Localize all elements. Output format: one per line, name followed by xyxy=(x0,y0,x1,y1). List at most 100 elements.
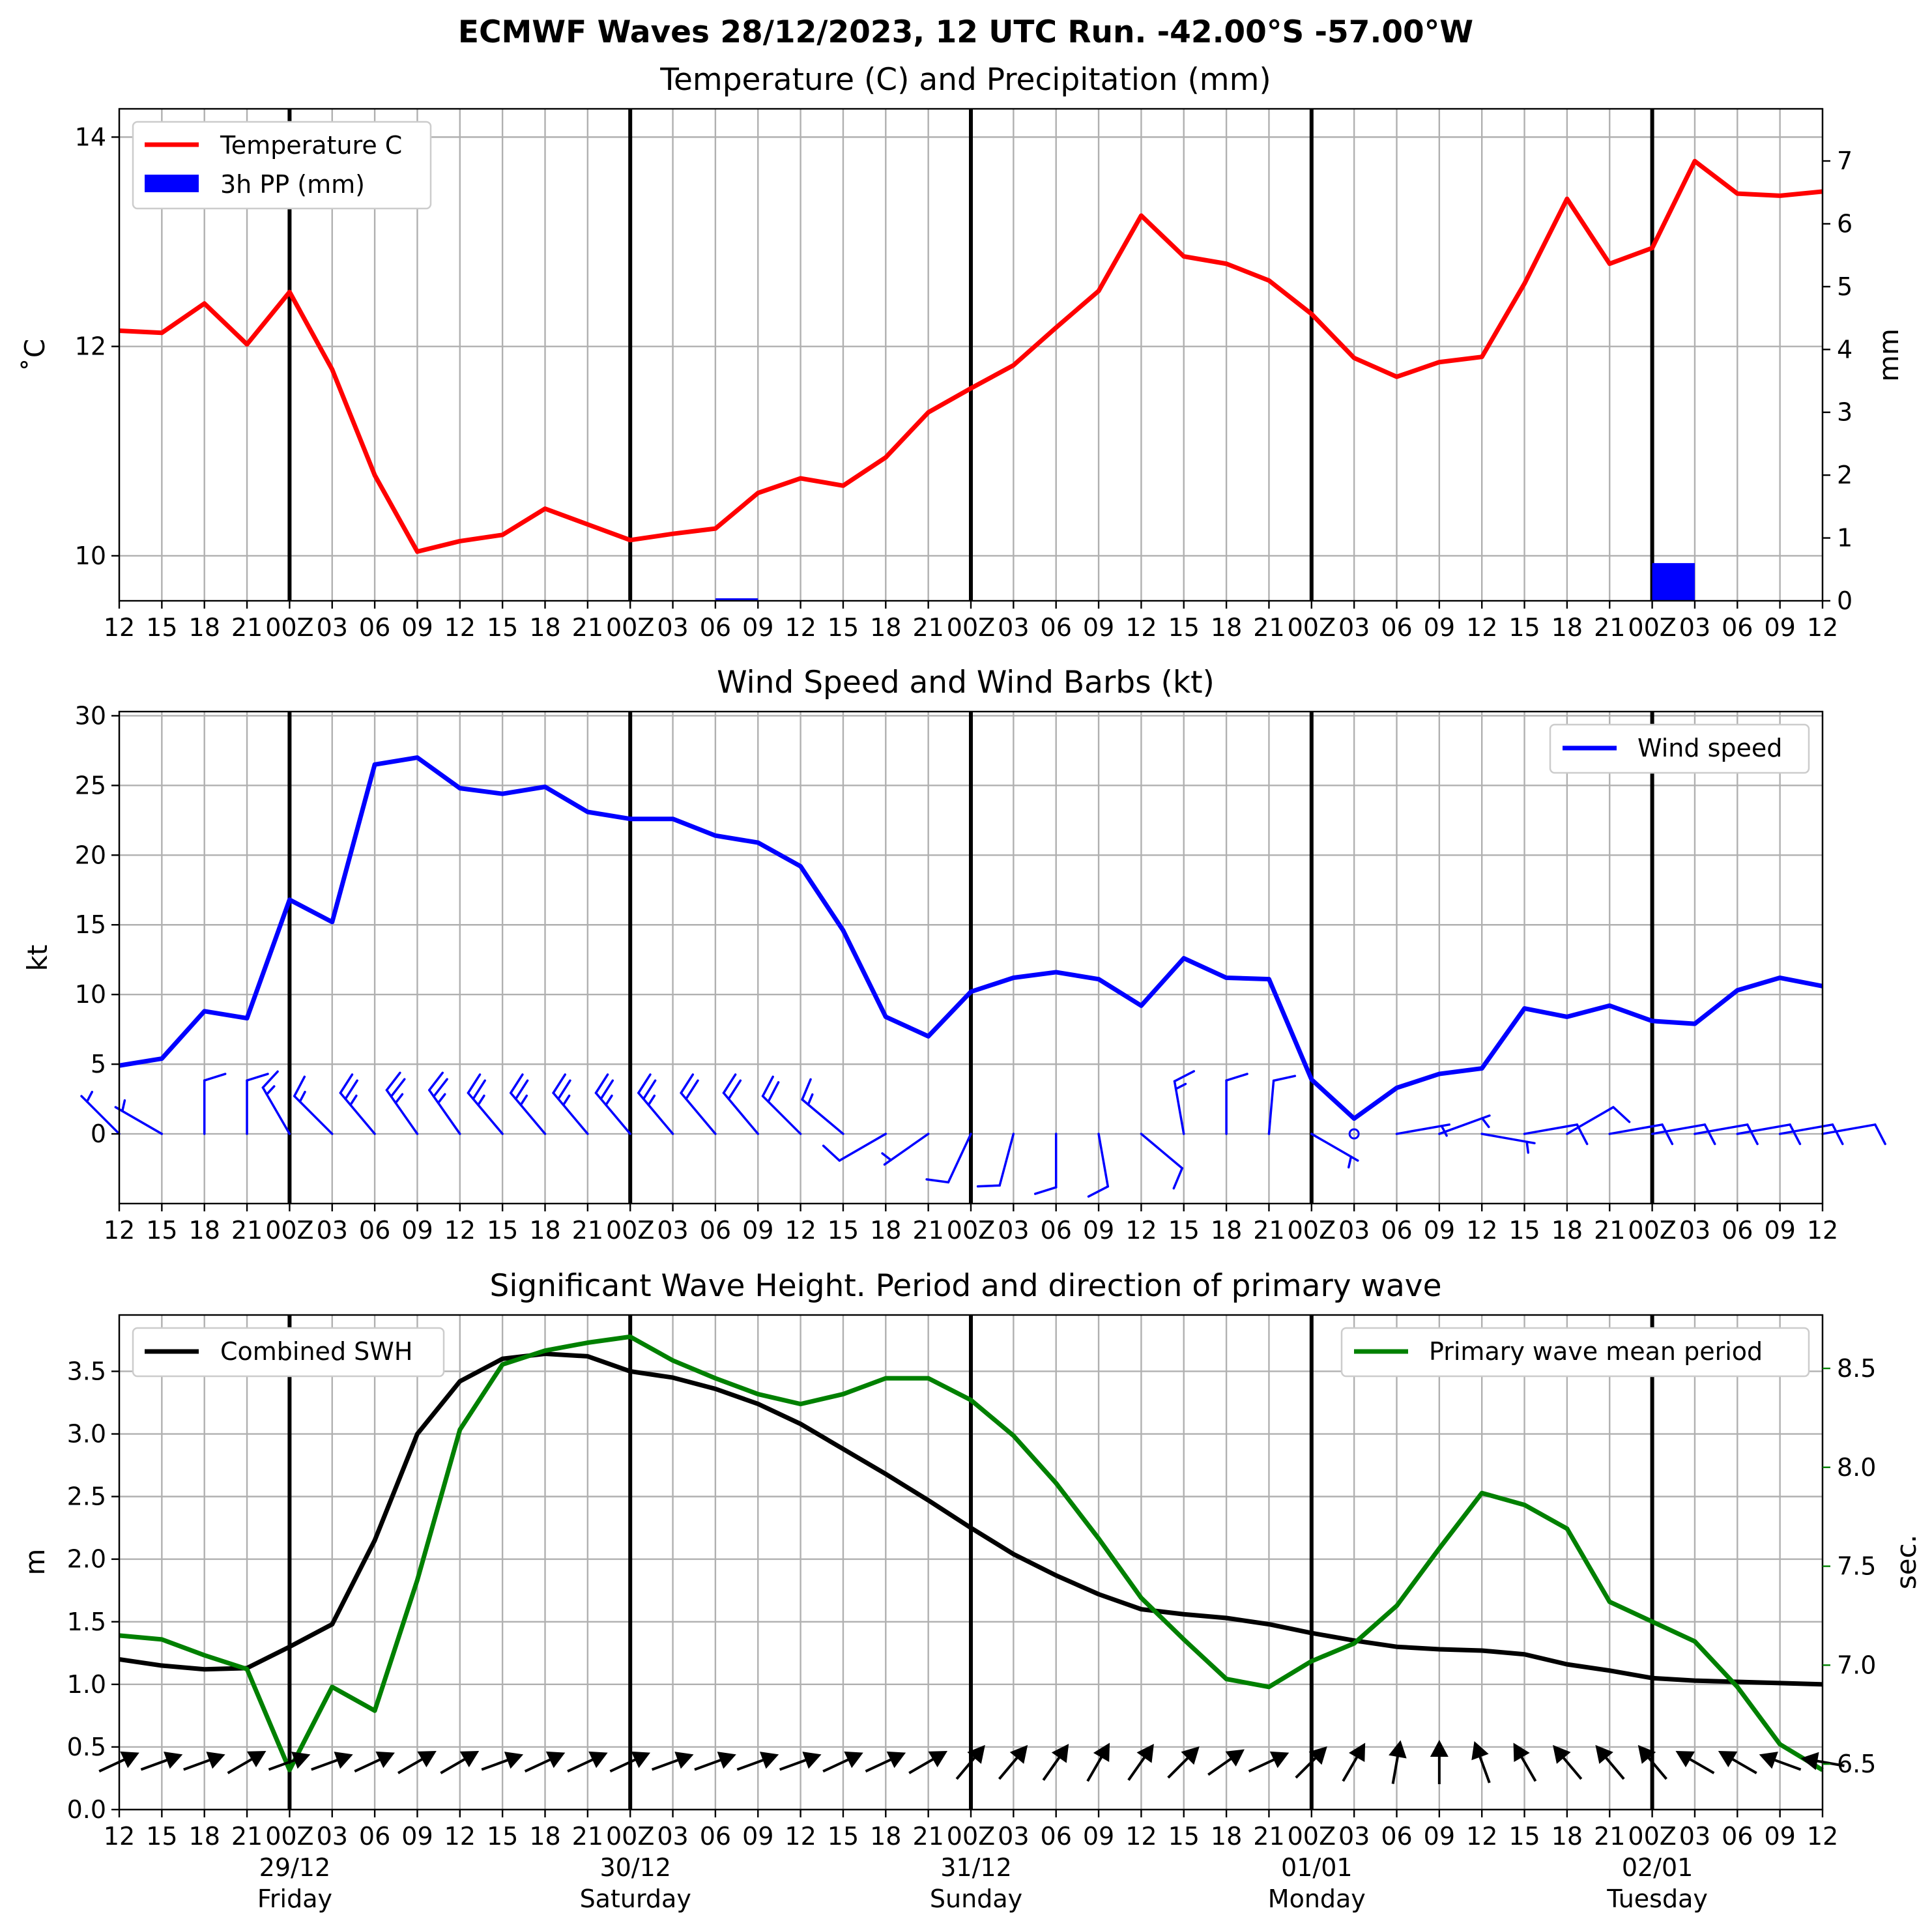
date-labels: 29/12 Friday 30/12 Saturday 31/12 Sunday 01/01… xyxy=(257,1853,1708,1913)
wind-barb-full xyxy=(344,1079,358,1101)
wave-arrow-head xyxy=(1349,1742,1366,1763)
y2tick-label: 8.5 xyxy=(1837,1354,1876,1383)
xtick-label: 18 xyxy=(1211,613,1242,642)
xtick-label: 12 xyxy=(444,1216,476,1245)
xtick-label: 03 xyxy=(317,613,348,642)
wind-barb-calm xyxy=(1348,1128,1360,1140)
wind-barb-full xyxy=(599,1079,614,1101)
legend-swh-label: Combined SWH xyxy=(220,1337,412,1366)
wave-arrow-head xyxy=(844,1751,863,1769)
wind-barb-full xyxy=(680,1073,695,1094)
y2tick-label: 5 xyxy=(1837,272,1853,301)
wind-barb-shaft xyxy=(1694,1123,1749,1135)
xtick-label: 03 xyxy=(1679,1822,1710,1851)
wave-arrow-head xyxy=(631,1751,651,1769)
wind-barb-full xyxy=(1087,1185,1110,1198)
xtick-label: 06 xyxy=(1041,1822,1072,1851)
xtick-label: 00Z xyxy=(606,1822,654,1851)
xtick-label: 18 xyxy=(189,613,220,642)
wind-barb-full xyxy=(1831,1123,1844,1146)
wind-barb-full xyxy=(390,1078,406,1098)
xtick-label: 18 xyxy=(1211,1822,1242,1851)
legend-period-label: Primary wave mean period xyxy=(1429,1337,1763,1366)
xtick-label: 06 xyxy=(359,1216,390,1245)
xtick-label: 18 xyxy=(1211,1216,1242,1245)
wind-barb-full xyxy=(428,1071,444,1091)
xtick-label: 15 xyxy=(1508,1822,1540,1851)
xtick-label: 15 xyxy=(828,613,859,642)
xtick-label: 18 xyxy=(870,613,901,642)
ytick-label: 10 xyxy=(75,980,106,1009)
y2tick-label: 2 xyxy=(1837,461,1853,489)
wind-barb-shaft xyxy=(1651,1123,1707,1135)
xtick-label: 06 xyxy=(1041,1216,1072,1245)
xtick-label: 03 xyxy=(657,1822,688,1851)
precip-bar xyxy=(715,598,758,601)
xtick-label: 18 xyxy=(189,1822,220,1851)
xtick-label: 18 xyxy=(189,1216,220,1245)
wind-barb-full xyxy=(767,1081,780,1103)
wind-barb-full xyxy=(246,1073,269,1082)
wind-barb-shaft xyxy=(838,1133,887,1162)
y2tick-label: 4 xyxy=(1837,335,1853,364)
xtick-label: 00Z xyxy=(1628,613,1676,642)
xtick-label: 21 xyxy=(1253,1216,1284,1245)
wind-barb-half xyxy=(562,1094,571,1106)
legend-precip-swatch xyxy=(145,175,199,192)
xtick-label: 15 xyxy=(1168,613,1200,642)
xtick-label: 15 xyxy=(1168,1216,1200,1245)
wave-arrow-head xyxy=(334,1752,353,1769)
wind-speed-line xyxy=(119,755,1823,1121)
temperature-day-lines xyxy=(287,109,1654,601)
xtick-label: 15 xyxy=(487,1216,518,1245)
xtick-label: 12 xyxy=(1466,613,1497,642)
precip-ylabel: mm xyxy=(1873,328,1905,382)
xtick-label: 06 xyxy=(1381,1822,1412,1851)
xtick-label: 09 xyxy=(742,1216,773,1245)
xtick-label: 18 xyxy=(529,1822,560,1851)
ytick-label: 3.5 xyxy=(67,1357,106,1385)
xtick-label: 06 xyxy=(700,1216,731,1245)
wind-barb-shaft xyxy=(1140,1133,1183,1170)
period-ylabel: sec. xyxy=(1890,1535,1922,1589)
ytick-label: 25 xyxy=(75,771,106,800)
wind-barb-full xyxy=(685,1079,699,1101)
weekday-label: Monday xyxy=(1268,1885,1366,1913)
xtick-label: 06 xyxy=(1722,1822,1753,1851)
ytick-label: 3.0 xyxy=(67,1420,106,1449)
wind-panel: Wind Speed and Wind Barbs (kt) 0 5 10 15 20 2… xyxy=(22,665,1886,1245)
wind-barb-full xyxy=(1225,1073,1248,1082)
wind-barb-shaft xyxy=(1097,1133,1110,1188)
wave-arrow-head xyxy=(1051,1744,1069,1763)
xtick-label: 00Z xyxy=(265,613,313,642)
xtick-label: 03 xyxy=(998,1822,1029,1851)
xtick-label: 00Z xyxy=(265,1822,313,1851)
xtick-label: 09 xyxy=(1083,1216,1114,1245)
wave-arrow-head xyxy=(1675,1750,1695,1768)
wind-barb-full xyxy=(722,1073,737,1094)
wind-barb-full xyxy=(510,1073,524,1094)
temperature-xticks: 12 15 18 21 00Z 03 06 09 12 15 18 21 00Z 03 06 09 12 15 18… xyxy=(104,601,1838,642)
wind-barb-full xyxy=(822,1144,841,1162)
legend-wind-label: Wind speed xyxy=(1637,734,1782,762)
wave-direction-arrows xyxy=(98,1739,1845,1784)
xtick-label: 03 xyxy=(998,613,1029,642)
xtick-label: 12 xyxy=(785,1216,816,1245)
date-label: 30/12 xyxy=(599,1853,671,1882)
xtick-label: 06 xyxy=(1381,1216,1412,1245)
xtick-label: 18 xyxy=(1551,613,1583,642)
wind-barb-shaft xyxy=(1778,1123,1834,1135)
xtick-label: 03 xyxy=(657,1216,688,1245)
xtick-label: 09 xyxy=(1424,1822,1455,1851)
xtick-label: 09 xyxy=(742,1822,773,1851)
xtick-label: 21 xyxy=(1253,1822,1284,1851)
legend-temperature-label: Temperature C xyxy=(220,131,402,160)
weekday-label: Sunday xyxy=(930,1885,1022,1913)
wave-xticks: 12 15 18 21 00Z 03 06 09 12 15 18 21 00Z 03 06 09 12 15 18… xyxy=(104,1810,1838,1851)
wind-barb-half xyxy=(477,1094,485,1106)
precip-yticks: 0 1 2 3 4 5 6 7 xyxy=(1823,147,1853,615)
xtick-label: 09 xyxy=(401,613,433,642)
wave-arrow-head xyxy=(928,1750,948,1768)
wave-arrow-head xyxy=(291,1752,311,1769)
